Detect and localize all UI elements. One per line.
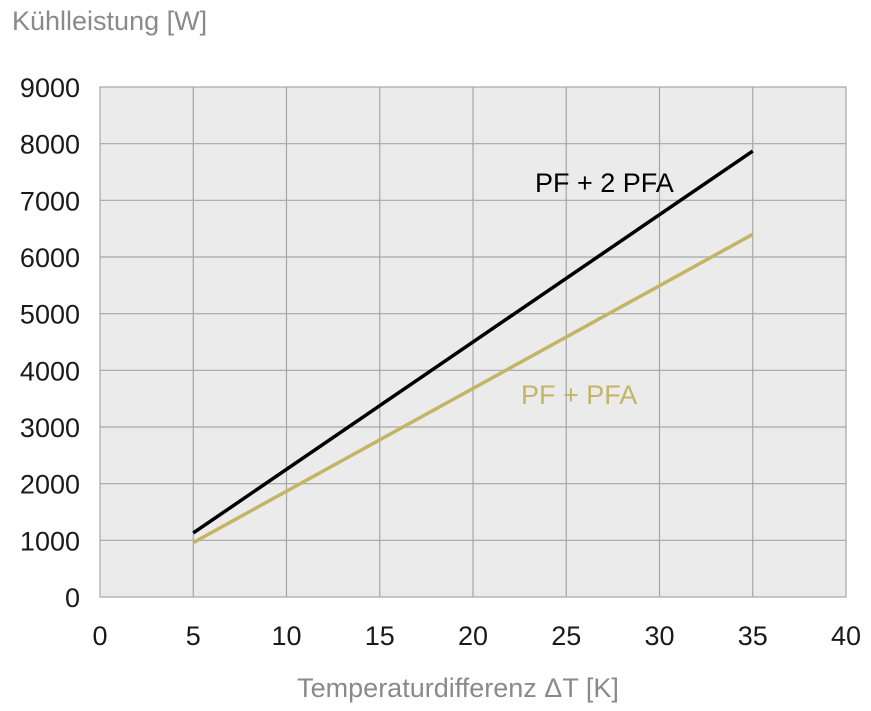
- x-tick-label: 20: [458, 621, 488, 651]
- tick-labels: 0 1000 2000 3000 4000 5000 6000 7000 8000 9000 0 5 1…: [20, 73, 861, 651]
- y-axis-label: Kühlleistung [W]: [12, 6, 207, 36]
- x-tick-label: 35: [738, 621, 768, 651]
- y-tick-label: 9000: [20, 73, 80, 103]
- y-tick-label: 0: [65, 583, 80, 613]
- grid: [100, 87, 846, 597]
- series-label-pf-2pfa: PF + 2 PFA: [535, 168, 674, 198]
- x-tick-label: 10: [271, 621, 301, 651]
- y-tick-label: 6000: [20, 243, 80, 273]
- series-line-1: [192, 232, 754, 545]
- x-tick-label: 15: [365, 621, 395, 651]
- y-tick-label: 3000: [20, 413, 80, 443]
- x-tick-label: 30: [644, 621, 674, 651]
- y-tick-label: 8000: [20, 130, 80, 160]
- x-axis-label: Temperaturdifferenz ΔT [K]: [297, 673, 619, 703]
- series-line-0: [192, 149, 754, 535]
- y-tick-label: 2000: [20, 470, 80, 500]
- y-tick-label: 7000: [20, 186, 80, 216]
- x-tick-label: 5: [186, 621, 201, 651]
- x-tick-label: 0: [92, 621, 107, 651]
- x-tick-label: 40: [831, 621, 861, 651]
- series-lines: [192, 149, 754, 545]
- y-tick-label: 4000: [20, 356, 80, 386]
- y-tick-label: 5000: [20, 300, 80, 330]
- y-tick-label: 1000: [20, 526, 80, 556]
- x-tick-label: 25: [551, 621, 581, 651]
- series-label-pf-pfa: PF + PFA: [521, 380, 637, 410]
